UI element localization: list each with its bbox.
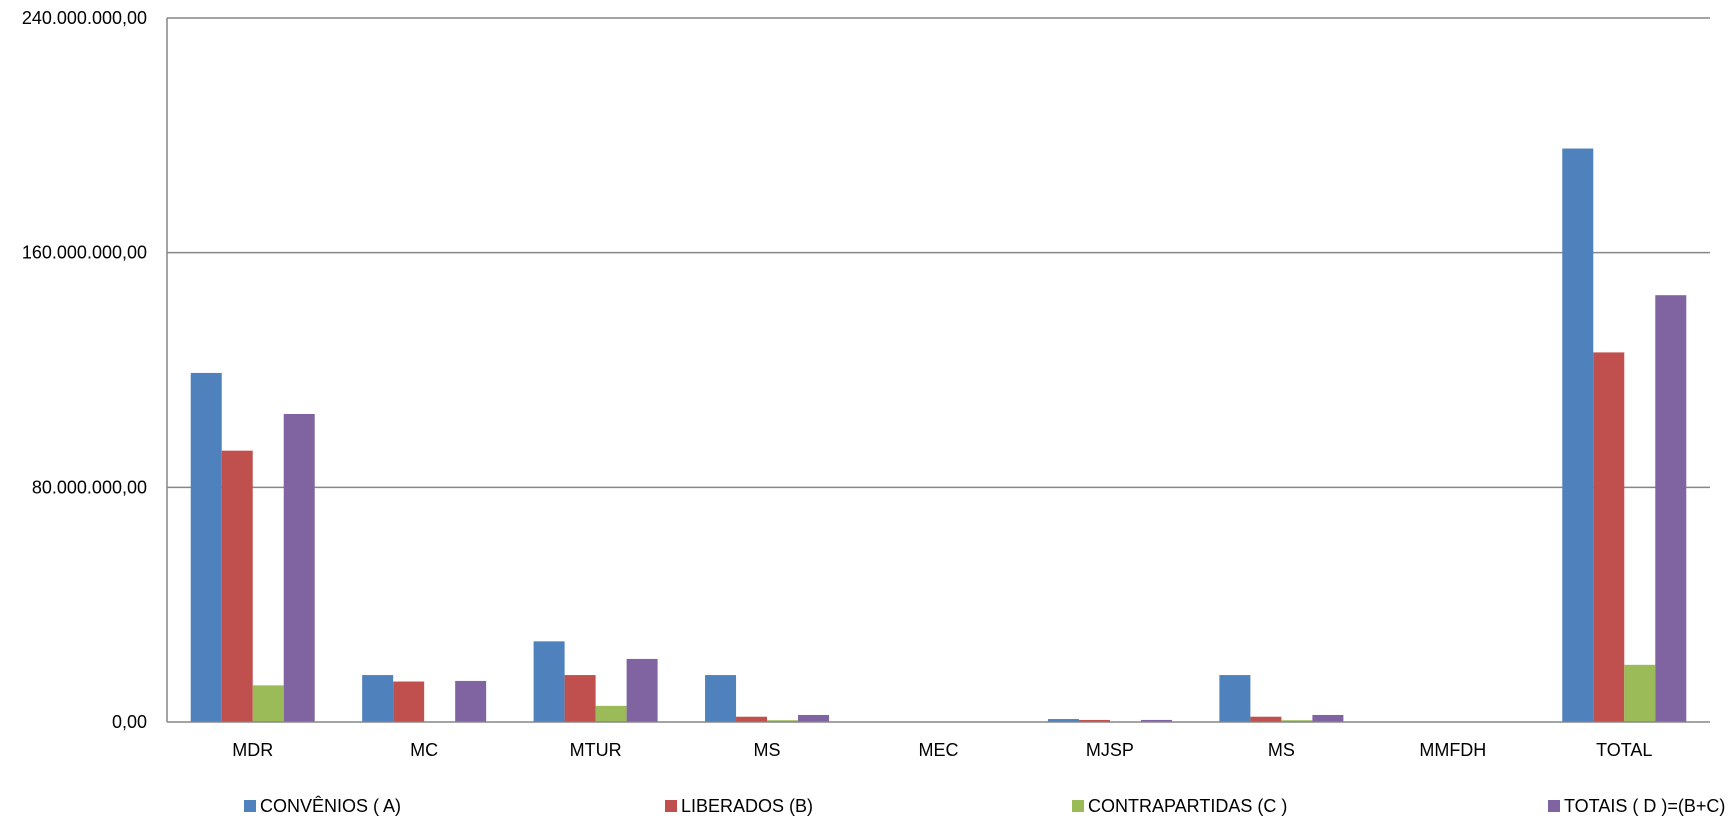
x-category-label: MJSP — [1086, 740, 1134, 760]
axes — [166, 18, 1710, 723]
bar-liberados-b-mdr — [221, 450, 253, 722]
legend-label: TOTAIS ( D )=(B+C) — [1564, 796, 1725, 816]
legend-swatch — [665, 800, 677, 812]
bar-contrapartidas-c-mtur — [595, 705, 627, 722]
x-category-label: MS — [754, 740, 781, 760]
legend-swatch — [244, 800, 256, 812]
bar-totais-d-b-c-mtur — [626, 658, 658, 722]
bar-convenios-a-mtur — [533, 641, 565, 722]
bar-convenios-a-mdr — [190, 372, 222, 722]
y-tick-label: 240.000.000,00 — [22, 8, 147, 28]
bar-contrapartidas-c-total — [1624, 664, 1656, 722]
y-tick-labels: 0,00 80.000.000,00 160.000.000,00 240.000.0… — [22, 8, 147, 732]
bar-totais-d-b-c-total — [1655, 295, 1687, 722]
y-tick-label: 160.000.000,00 — [22, 243, 147, 263]
bar-liberados-b-ms — [736, 716, 768, 722]
bar-liberados-b-mtur — [564, 675, 596, 722]
x-category-label: TOTAL — [1596, 740, 1652, 760]
legend-item-convenios-a: CONVÊNIOS ( A) — [244, 796, 401, 816]
bar-totais-d-b-c-mdr — [283, 414, 315, 722]
category-labels: MDR MC MTUR MS MEC MJSP MS MMFDH TOTAL — [232, 740, 1652, 760]
gridlines — [167, 17, 1710, 489]
x-category-label: MDR — [232, 740, 273, 760]
bars — [190, 148, 1687, 723]
bar-contrapartidas-c-ms — [1281, 720, 1313, 722]
bar-totais-d-b-c-ms — [1312, 714, 1344, 722]
bar-totais-d-b-c-mjsp — [1140, 719, 1172, 722]
bar-liberados-b-mjsp — [1078, 719, 1110, 722]
x-category-label: MC — [410, 740, 438, 760]
x-category-label: MTUR — [570, 740, 622, 760]
legend-label: LIBERADOS (B) — [681, 796, 813, 816]
bar-contrapartidas-c-mdr — [252, 685, 284, 722]
bar-convenios-a-ms — [705, 675, 737, 722]
legend-label: CONVÊNIOS ( A) — [260, 796, 401, 816]
bar-totais-d-b-c-mc — [455, 680, 487, 722]
bar-contrapartidas-c-ms — [767, 720, 799, 722]
bar-convenios-a-mjsp — [1047, 719, 1079, 722]
x-category-label: MS — [1268, 740, 1295, 760]
bar-convenios-a-total — [1562, 148, 1594, 723]
x-category-label: MMFDH — [1419, 740, 1486, 760]
legend: CONVÊNIOS ( A) LIBERADOS (B) CONTRAPARTIDA… — [244, 796, 1725, 816]
y-tick-label: 80.000.000,00 — [32, 477, 147, 497]
legend-item-totais-d-b-c: TOTAIS ( D )=(B+C) — [1548, 796, 1725, 816]
y-tick-label: 0,00 — [112, 712, 147, 732]
legend-label: CONTRAPARTIDAS (C ) — [1088, 796, 1287, 816]
legend-item-contrapartidas-c: CONTRAPARTIDAS (C ) — [1072, 796, 1287, 816]
legend-swatch — [1548, 800, 1560, 812]
bar-convenios-a-ms — [1219, 675, 1251, 722]
legend-swatch — [1072, 800, 1084, 812]
legend-item-liberados-b: LIBERADOS (B) — [665, 796, 813, 816]
bar-liberados-b-ms — [1250, 716, 1282, 722]
x-category-label: MEC — [919, 740, 959, 760]
bar-totais-d-b-c-ms — [798, 714, 830, 722]
bar-liberados-b-total — [1593, 352, 1625, 722]
bar-convenios-a-mc — [362, 675, 394, 722]
bar-liberados-b-mc — [393, 681, 425, 722]
